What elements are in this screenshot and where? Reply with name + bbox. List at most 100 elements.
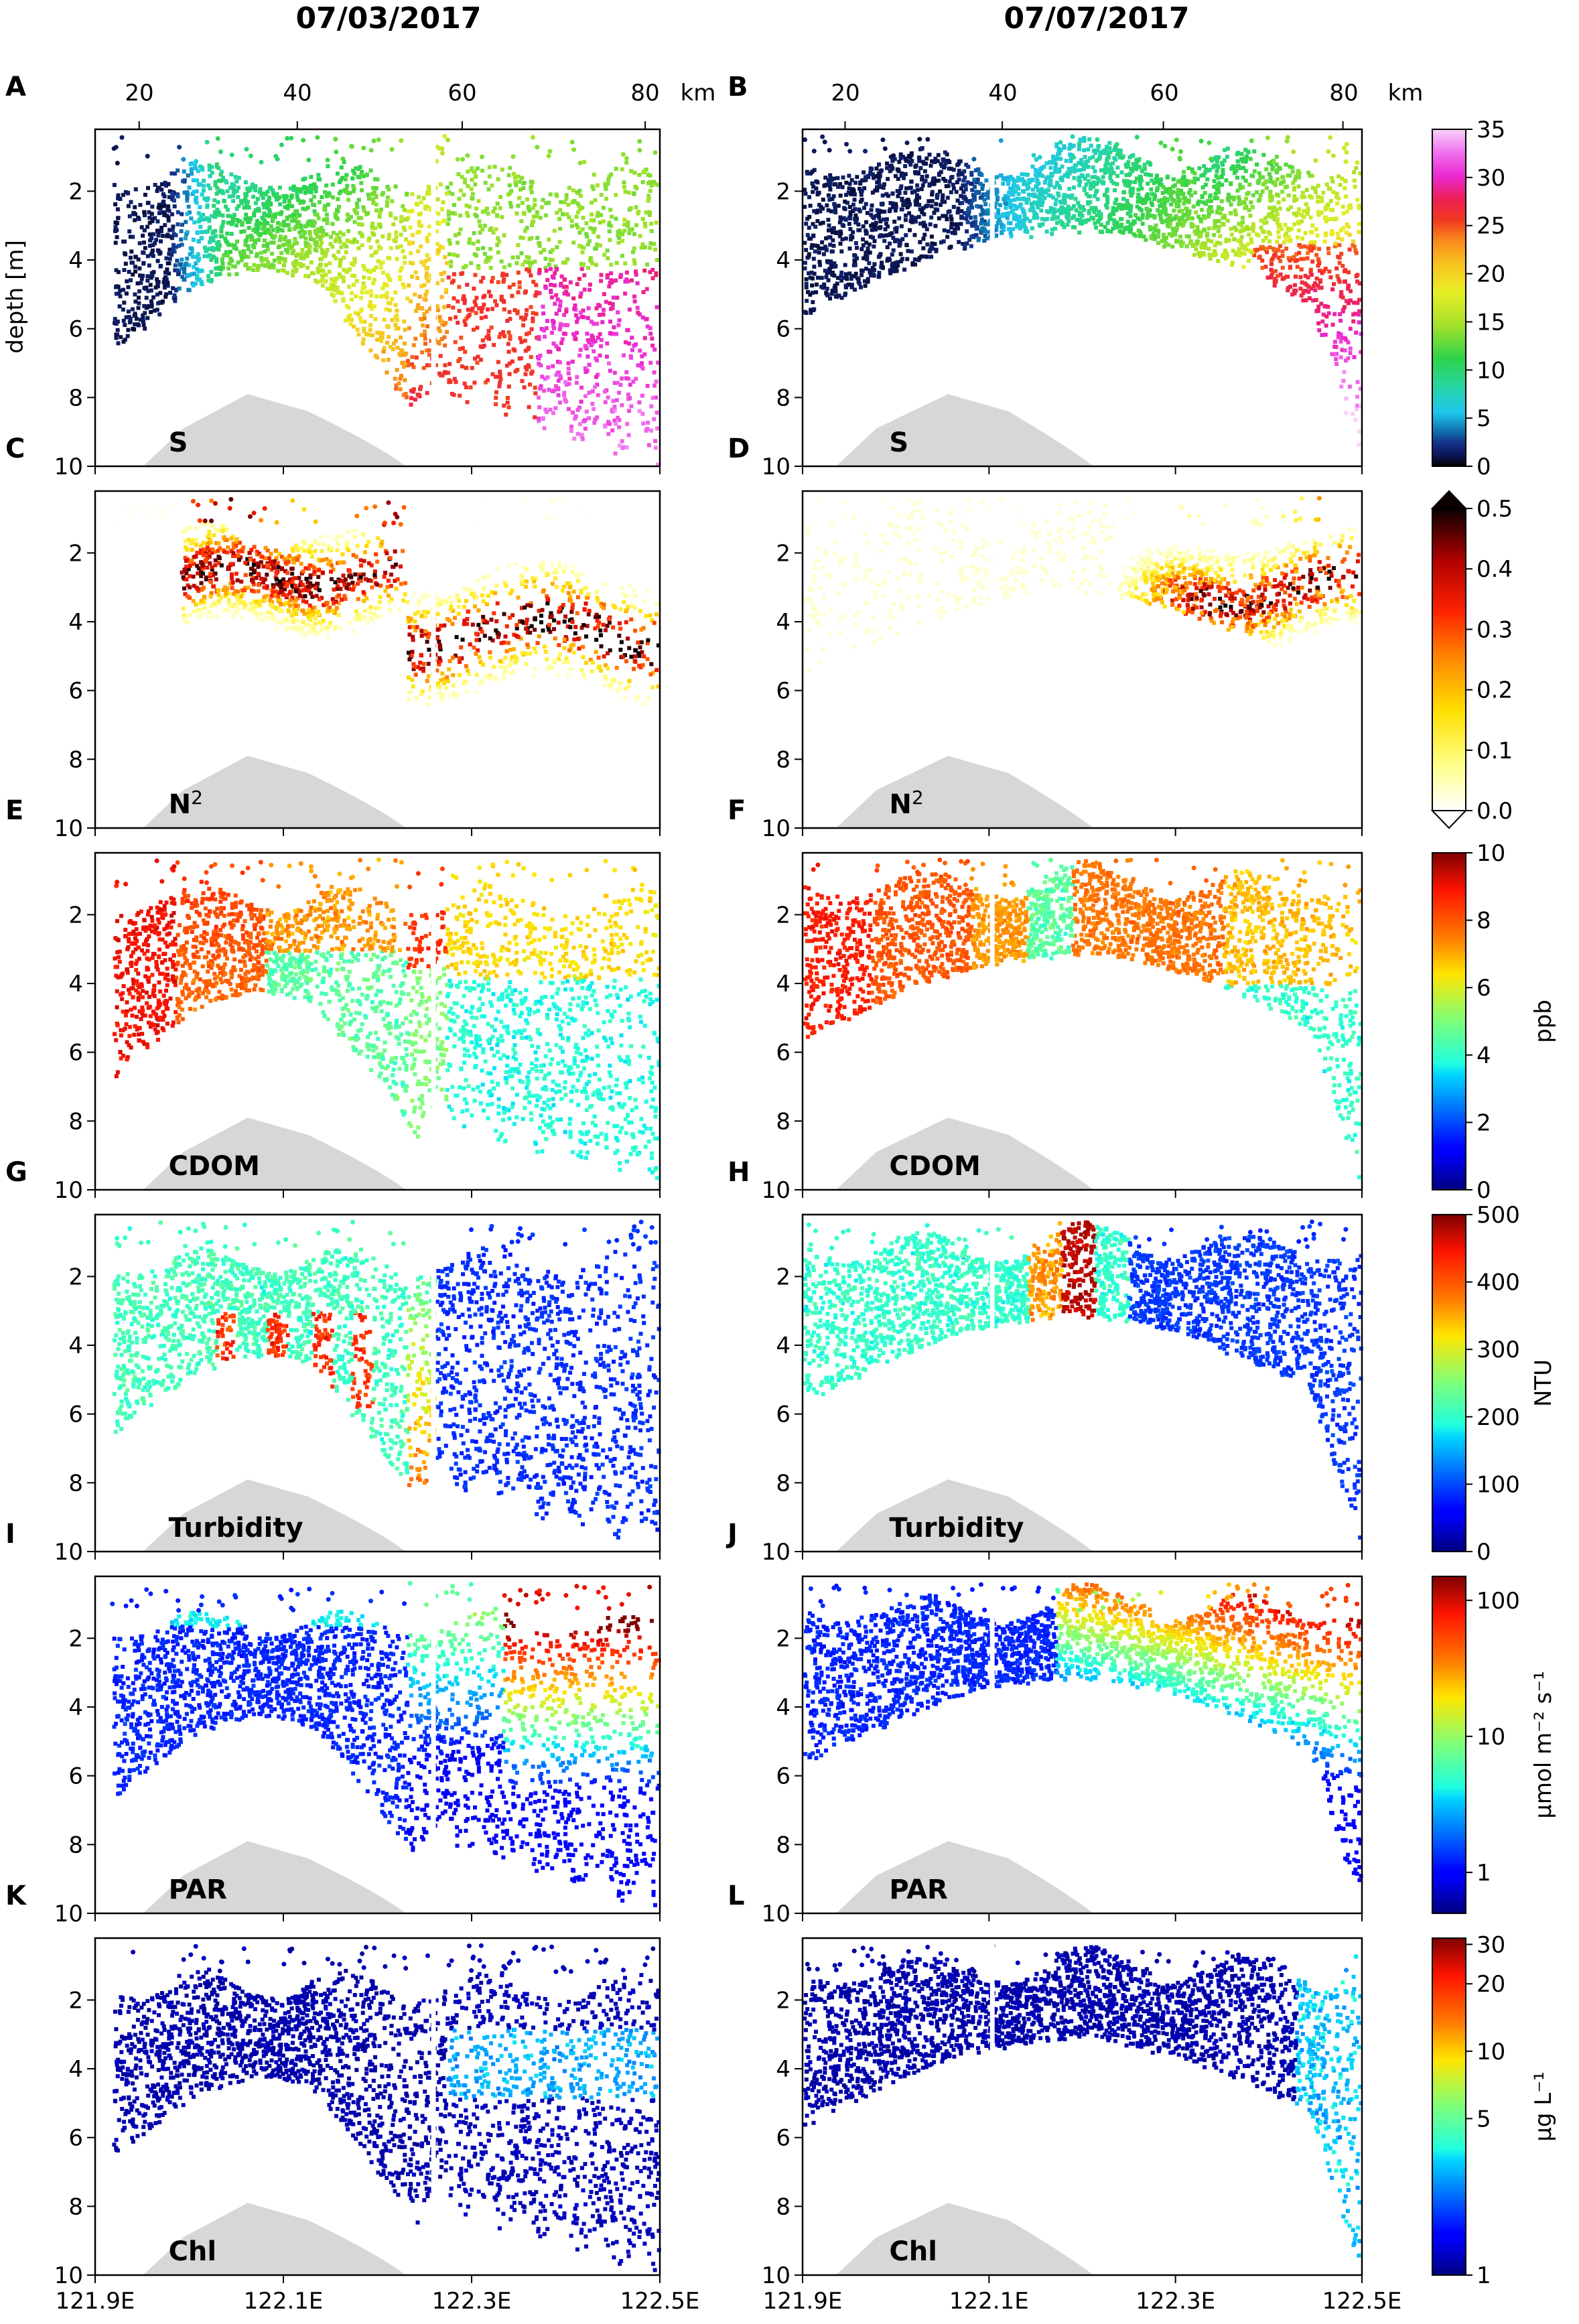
data-point <box>262 191 267 196</box>
data-point <box>121 287 125 292</box>
data-point <box>519 251 524 255</box>
data-point <box>1097 210 1101 214</box>
data-point <box>253 208 258 212</box>
data-point <box>622 185 626 190</box>
data-point <box>595 183 600 188</box>
data-point <box>473 273 478 277</box>
data-point <box>399 214 404 219</box>
data-point <box>470 192 475 196</box>
depth-tick-label: 8 <box>68 385 83 411</box>
data-point <box>460 175 464 180</box>
data-point <box>851 188 856 192</box>
data-point <box>299 252 304 257</box>
data-point <box>575 201 580 206</box>
data-point <box>1046 210 1050 214</box>
data-point <box>204 249 208 253</box>
data-point <box>1280 277 1285 281</box>
data-point <box>813 249 817 254</box>
data-point <box>1156 241 1160 245</box>
data-point <box>559 322 563 326</box>
data-point <box>1105 194 1109 199</box>
data-point <box>966 212 971 217</box>
data-point <box>555 297 560 302</box>
data-point <box>589 218 594 222</box>
data-point <box>564 289 569 294</box>
data-point <box>373 354 378 358</box>
data-point <box>325 157 330 163</box>
data-point <box>139 277 144 281</box>
data-point <box>1029 234 1034 239</box>
data-point <box>280 228 285 232</box>
data-point <box>1316 184 1320 188</box>
data-point <box>1225 251 1229 256</box>
data-point <box>460 346 465 350</box>
data-point <box>599 338 604 342</box>
data-point <box>1171 190 1176 194</box>
data-point <box>502 334 507 338</box>
data-point <box>1243 158 1248 163</box>
data-point <box>424 266 429 271</box>
data-point <box>215 136 220 141</box>
data-point <box>1222 252 1227 257</box>
data-point <box>393 184 398 189</box>
data-point <box>366 332 371 337</box>
data-point <box>961 183 965 188</box>
data-point <box>488 255 493 260</box>
data-point <box>634 223 638 228</box>
data-point <box>124 315 129 320</box>
data-point <box>1322 239 1327 244</box>
data-point <box>362 326 366 331</box>
data-point <box>228 250 232 254</box>
data-point <box>890 159 895 163</box>
data-point <box>180 243 184 247</box>
data-point <box>305 265 310 270</box>
data-point <box>494 227 498 232</box>
data-point <box>425 192 429 196</box>
data-point <box>939 169 943 174</box>
data-point <box>896 194 900 198</box>
data-point <box>218 149 223 154</box>
data-point <box>392 238 397 243</box>
data-point <box>123 251 127 256</box>
data-point <box>1042 196 1047 200</box>
data-point <box>247 205 251 210</box>
data-point <box>888 241 892 246</box>
data-point <box>497 335 502 339</box>
data-point <box>1343 348 1347 352</box>
data-point <box>1300 194 1304 199</box>
data-point <box>922 179 926 184</box>
data-point <box>1344 411 1349 415</box>
data-point <box>375 177 380 182</box>
data-point <box>115 221 119 225</box>
data-point <box>186 192 190 197</box>
data-point <box>970 205 974 210</box>
data-point <box>861 178 866 183</box>
data-point <box>1276 230 1281 234</box>
data-point <box>1228 211 1233 216</box>
data-point <box>1286 193 1291 198</box>
data-point <box>345 212 350 217</box>
data-point <box>1320 319 1325 324</box>
data-point <box>897 216 902 220</box>
data-point <box>385 295 389 300</box>
data-point <box>366 269 370 273</box>
data-point <box>1322 269 1326 273</box>
data-point <box>1269 211 1274 215</box>
data-point <box>459 272 464 276</box>
data-point <box>1329 176 1334 180</box>
data-point <box>266 228 271 232</box>
data-point <box>1068 152 1073 157</box>
data-point <box>1172 208 1176 213</box>
data-point <box>579 267 584 271</box>
data-point <box>598 243 602 248</box>
data-point <box>1330 179 1335 184</box>
data-point <box>362 285 367 289</box>
data-point <box>885 259 890 263</box>
data-point <box>1275 239 1280 244</box>
data-point <box>537 291 542 295</box>
data-point <box>242 205 247 210</box>
data-point <box>1219 206 1224 211</box>
data-point <box>1302 195 1306 200</box>
data-point <box>1160 198 1164 202</box>
data-point <box>502 265 506 269</box>
